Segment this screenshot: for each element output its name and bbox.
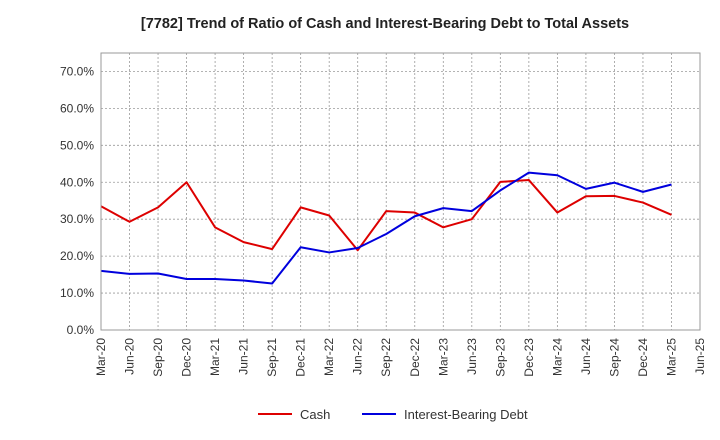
x-tick-label: Jun-22 — [351, 338, 365, 375]
y-tick-label: 10.0% — [60, 286, 94, 300]
x-tick-label: Dec-24 — [636, 338, 650, 377]
x-tick-label: Dec-20 — [180, 338, 194, 377]
x-tick-label: Mar-25 — [664, 338, 678, 376]
x-tick-label: Mar-20 — [94, 338, 108, 376]
x-tick-label: Sep-21 — [265, 338, 279, 377]
y-tick-label: 30.0% — [60, 212, 94, 226]
x-tick-label: Sep-24 — [607, 338, 621, 377]
x-tick-label: Mar-21 — [208, 338, 222, 376]
y-tick-label: 0.0% — [67, 323, 95, 337]
chart-title: [7782] Trend of Ratio of Cash and Intere… — [141, 16, 629, 32]
y-tick-label: 20.0% — [60, 249, 94, 263]
plot-frame — [100, 52, 701, 331]
x-tick-label: Mar-22 — [322, 338, 336, 376]
x-tick-label: Sep-20 — [151, 338, 165, 377]
y-tick-label: 50.0% — [60, 138, 94, 152]
x-tick-label: Sep-23 — [493, 338, 507, 377]
y-axis: 0.0% 10.0% 20.0% 30.0% 40.0% 50.0% 60.0% 70.0% — [60, 64, 94, 337]
legend-label: Interest-Bearing Debt — [404, 407, 528, 422]
y-tick-label: 40.0% — [60, 175, 94, 189]
x-tick-label: Mar-24 — [550, 338, 564, 376]
grid — [101, 53, 700, 330]
x-tick-label: Jun-20 — [123, 338, 137, 375]
legend-item-interest-bearing-debt: Interest-Bearing Debt — [362, 407, 528, 422]
legend-item-cash: Cash — [258, 407, 330, 422]
x-tick-label: Dec-21 — [294, 338, 308, 377]
series-line-cash — [100, 179, 672, 252]
x-tick-label: Dec-23 — [522, 338, 536, 377]
x-tick-label: Mar-23 — [436, 338, 450, 376]
x-tick-label: Jun-25 — [693, 338, 707, 375]
legend-label: Cash — [300, 407, 330, 422]
x-tick-label: Dec-22 — [408, 338, 422, 377]
series-line-interest-bearing-debt — [100, 171, 672, 285]
series-lines — [100, 171, 672, 285]
x-tick-label: Jun-23 — [465, 338, 479, 375]
legend: Cash Interest-Bearing Debt — [258, 407, 528, 422]
x-axis: Mar-20 Jun-20 Sep-20 Dec-20 Mar-21 Jun-21 Sep-… — [94, 338, 707, 377]
y-tick-label: 70.0% — [60, 64, 94, 78]
y-tick-label: 60.0% — [60, 101, 94, 115]
x-tick-label: Sep-22 — [379, 338, 393, 377]
x-tick-label: Jun-21 — [237, 338, 251, 375]
x-tick-label: Jun-24 — [579, 338, 593, 375]
